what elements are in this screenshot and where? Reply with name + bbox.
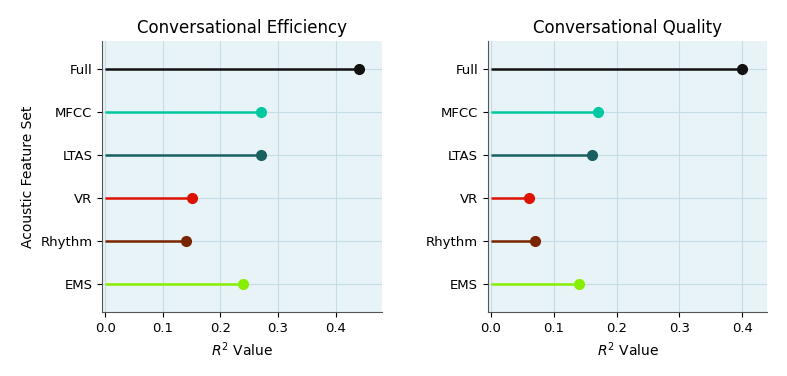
Title: Conversational Efficiency: Conversational Efficiency — [137, 19, 347, 37]
Title: Conversational Quality: Conversational Quality — [533, 19, 722, 37]
X-axis label: $R^2$ Value: $R^2$ Value — [211, 340, 273, 359]
X-axis label: $R^2$ Value: $R^2$ Value — [597, 340, 659, 359]
Y-axis label: Acoustic Feature Set: Acoustic Feature Set — [21, 106, 35, 248]
